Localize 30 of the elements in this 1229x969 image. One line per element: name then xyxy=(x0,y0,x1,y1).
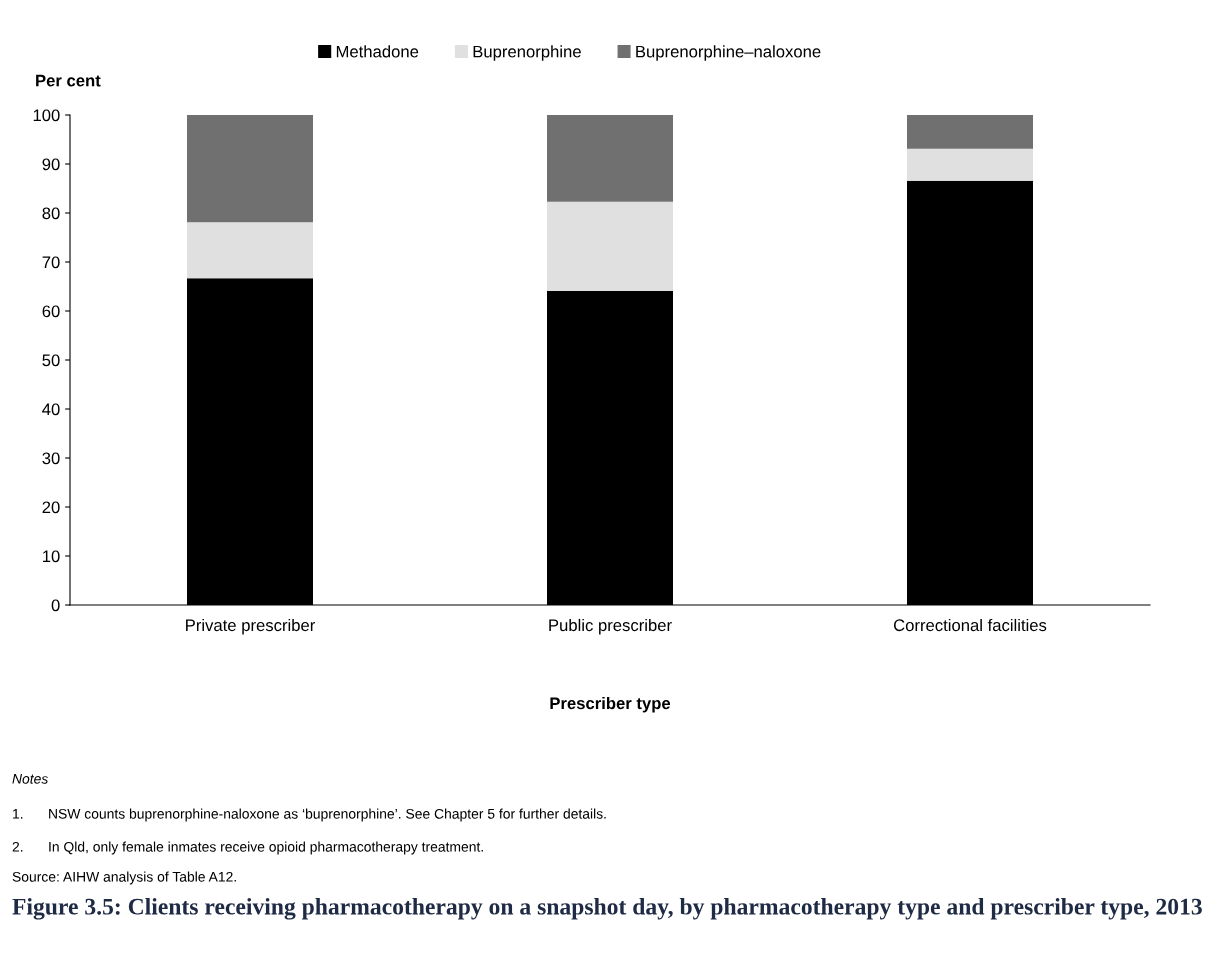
y-tick-label: 10 xyxy=(43,550,60,563)
x-axis-title: Prescriber type xyxy=(550,696,671,713)
bar xyxy=(547,115,673,202)
text: Figure 3.5: Clients receiving pharmacotherapy on a snapshot day, by pharmacotherapy type and prescriber type, 2013 xyxy=(12,898,1202,920)
y-tick-label: 100 xyxy=(33,109,60,122)
y-tick-label: 70 xyxy=(42,256,60,269)
y-tick-label: 90 xyxy=(42,158,60,171)
legend-label: Methadone xyxy=(336,45,419,58)
y-axis-title: Per cent xyxy=(36,74,101,87)
y-tick-label: 50 xyxy=(42,354,60,367)
bar xyxy=(907,115,1033,149)
x-tick-label: Correctional facilities xyxy=(893,618,1047,632)
source-note: Source: AIHW analysis of Table A12. xyxy=(12,871,236,885)
text: 2. In Qld, only female inmates receive opioid pharmacotherapy treatment. xyxy=(12,841,483,855)
legend-label: Buprenorphine xyxy=(473,45,581,61)
bar xyxy=(547,201,673,291)
bar xyxy=(187,222,313,279)
y-tick-label: 60 xyxy=(42,305,60,318)
y-tick-label: 80 xyxy=(42,207,60,220)
y-tick-label: 40 xyxy=(42,403,60,416)
y-tick-label: 30 xyxy=(42,452,60,465)
bar xyxy=(907,148,1033,181)
x-tick-label: Private prescriber xyxy=(186,618,316,635)
x-tick-label: Public prescriber xyxy=(549,618,672,635)
text: Notes xyxy=(12,774,48,784)
y-tick-label: 0 xyxy=(51,599,60,612)
legend-label: Buprenorphine–naloxone xyxy=(636,45,821,61)
bar xyxy=(187,115,313,223)
y-tick-label: 20 xyxy=(42,501,60,514)
text: 1. NSW counts buprenorphine-naloxone as ‘buprenorphine’. See Chapter 5 for further details. xyxy=(13,808,606,822)
